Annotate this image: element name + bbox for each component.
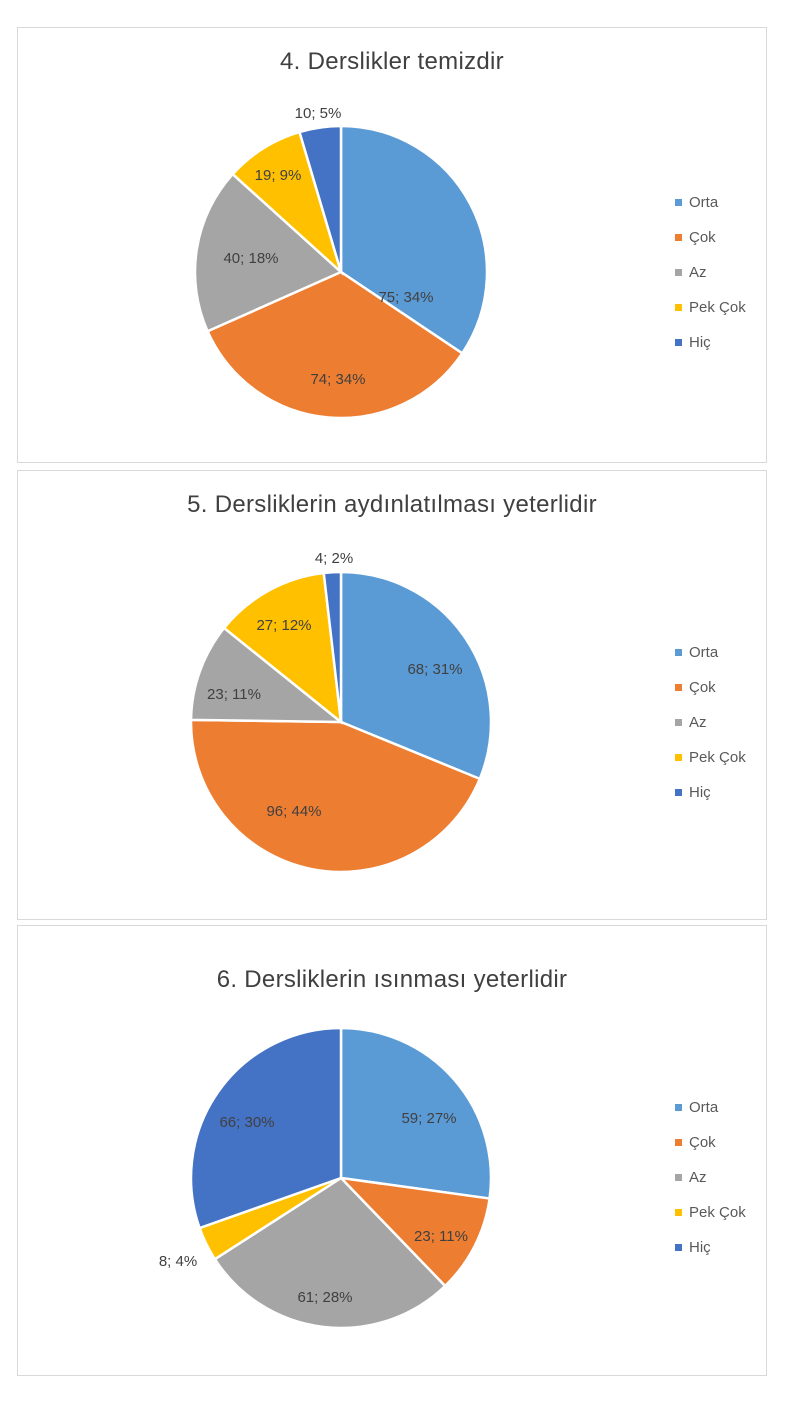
legend-item: Orta	[675, 1090, 746, 1125]
data-label: 61; 28%	[297, 1289, 352, 1306]
pie-chart: 68; 31% 96; 44% 23; 11% 27; 12% 4; 2%	[189, 550, 493, 874]
legend-label: Çok	[689, 679, 716, 696]
chart-title: 5. Dersliklerin aydınlatılması yeterlidi…	[187, 491, 597, 518]
data-label: 75; 34%	[378, 289, 433, 306]
legend-label: Hiç	[689, 1239, 711, 1256]
data-label: 23; 11%	[414, 1228, 468, 1245]
data-label: 8; 4%	[159, 1253, 197, 1270]
chart-panel-derslikler-temizdir: 4. Derslikler temizdir 75; 34% 74; 34% 40;…	[17, 27, 767, 463]
pie-slice-çok	[205, 270, 464, 420]
legend-item: Orta	[675, 185, 746, 220]
legend-label: Az	[689, 714, 707, 731]
data-label: 27; 12%	[256, 617, 311, 634]
data-label: 19; 9%	[255, 167, 302, 184]
pie-slice-az	[193, 172, 344, 333]
legend-item: Çok	[675, 670, 746, 705]
data-label: 74; 34%	[310, 371, 365, 388]
pie-slices	[189, 570, 493, 874]
legend-swatch	[675, 754, 682, 761]
pie-slice-pek-çok	[222, 571, 343, 725]
chart-legend: Orta Çok Az Pek Çok Hiç	[675, 635, 746, 810]
data-label: 40; 18%	[223, 250, 278, 267]
legend-swatch	[675, 1174, 682, 1181]
data-label: 59; 27%	[401, 1110, 456, 1127]
chart-panel-derslikler-isinma: 6. Dersliklerin ısınması yeterlidir 59; …	[17, 925, 767, 1376]
legend-item: Hiç	[675, 1230, 746, 1265]
data-label: 4; 2%	[315, 550, 353, 567]
chart-title: 4. Derslikler temizdir	[280, 48, 504, 75]
legend-swatch	[675, 339, 682, 346]
chart-title: 6. Dersliklerin ısınması yeterlidir	[216, 966, 568, 993]
legend-swatch	[675, 684, 682, 691]
pie-slice-orta	[339, 1026, 493, 1200]
legend-swatch	[675, 719, 682, 726]
legend-item: Çok	[675, 1125, 746, 1160]
chart-panel-derslikler-aydinlatma: 5. Dersliklerin aydınlatılması yeterlidi…	[17, 470, 767, 920]
legend-item: Pek Çok	[675, 1195, 746, 1230]
legend-label: Hiç	[689, 784, 711, 801]
pie-slice-orta	[339, 124, 489, 356]
legend-item: Pek Çok	[675, 740, 746, 775]
legend-swatch	[675, 1104, 682, 1111]
pie-slice-hiç	[189, 1026, 343, 1230]
legend-swatch	[675, 789, 682, 796]
legend-item: Çok	[675, 220, 746, 255]
legend-item: Hiç	[675, 775, 746, 810]
legend-label: Pek Çok	[689, 749, 746, 766]
pie-slice-çok	[189, 718, 482, 874]
legend-swatch	[675, 1209, 682, 1216]
legend-item: Pek Çok	[675, 290, 746, 325]
pie-chart: 75; 34% 74; 34% 40; 18% 19; 9% 10; 5%	[193, 105, 489, 420]
chart-legend: Orta Çok Az Pek Çok Hiç	[675, 1090, 746, 1265]
legend-swatch	[675, 1244, 682, 1251]
data-label: 23; 11%	[207, 686, 261, 703]
chart-legend: Orta Çok Az Pek Çok Hiç	[675, 185, 746, 360]
pie-slice-az	[213, 1176, 447, 1330]
pie-slices	[189, 1026, 493, 1330]
legend-swatch	[675, 1139, 682, 1146]
legend-label: Orta	[689, 1099, 719, 1116]
data-label: 68; 31%	[407, 661, 462, 678]
legend-item: Orta	[675, 635, 746, 670]
legend-swatch	[675, 199, 682, 206]
pie-slices	[193, 124, 489, 420]
data-labels: 68; 31% 96; 44% 23; 11% 27; 12% 4; 2%	[207, 550, 462, 820]
data-label: 66; 30%	[219, 1114, 274, 1131]
pie-slice-orta	[339, 570, 493, 781]
legend-label: Pek Çok	[689, 299, 746, 316]
pie-slice-çok	[337, 1176, 491, 1288]
legend-label: Az	[689, 264, 707, 281]
legend-label: Pek Çok	[689, 1204, 746, 1221]
legend-item: Az	[675, 705, 746, 740]
pie-slice-hiç	[322, 570, 343, 723]
legend-swatch	[675, 234, 682, 241]
pie-slice-hiç	[297, 124, 343, 273]
data-label: 10; 5%	[295, 105, 342, 122]
legend-label: Hiç	[689, 334, 711, 351]
legend-swatch	[675, 304, 682, 311]
legend-label: Orta	[689, 644, 719, 661]
legend-label: Çok	[689, 229, 716, 246]
data-labels: 75; 34% 74; 34% 40; 18% 19; 9% 10; 5%	[223, 105, 433, 388]
legend-item: Az	[675, 255, 746, 290]
pie-slice-az	[189, 626, 345, 724]
legend-swatch	[675, 269, 682, 276]
legend-label: Az	[689, 1169, 707, 1186]
legend-swatch	[675, 649, 682, 656]
legend-label: Orta	[689, 194, 719, 211]
data-labels: 59; 27% 23; 11% 61; 28% 8; 4% 66; 30%	[159, 1110, 468, 1306]
data-label: 96; 44%	[266, 803, 321, 820]
legend-item: Hiç	[675, 325, 746, 360]
pie-chart: 59; 27% 23; 11% 61; 28% 8; 4% 66; 30%	[159, 1026, 493, 1330]
legend-label: Çok	[689, 1134, 716, 1151]
legend-item: Az	[675, 1160, 746, 1195]
